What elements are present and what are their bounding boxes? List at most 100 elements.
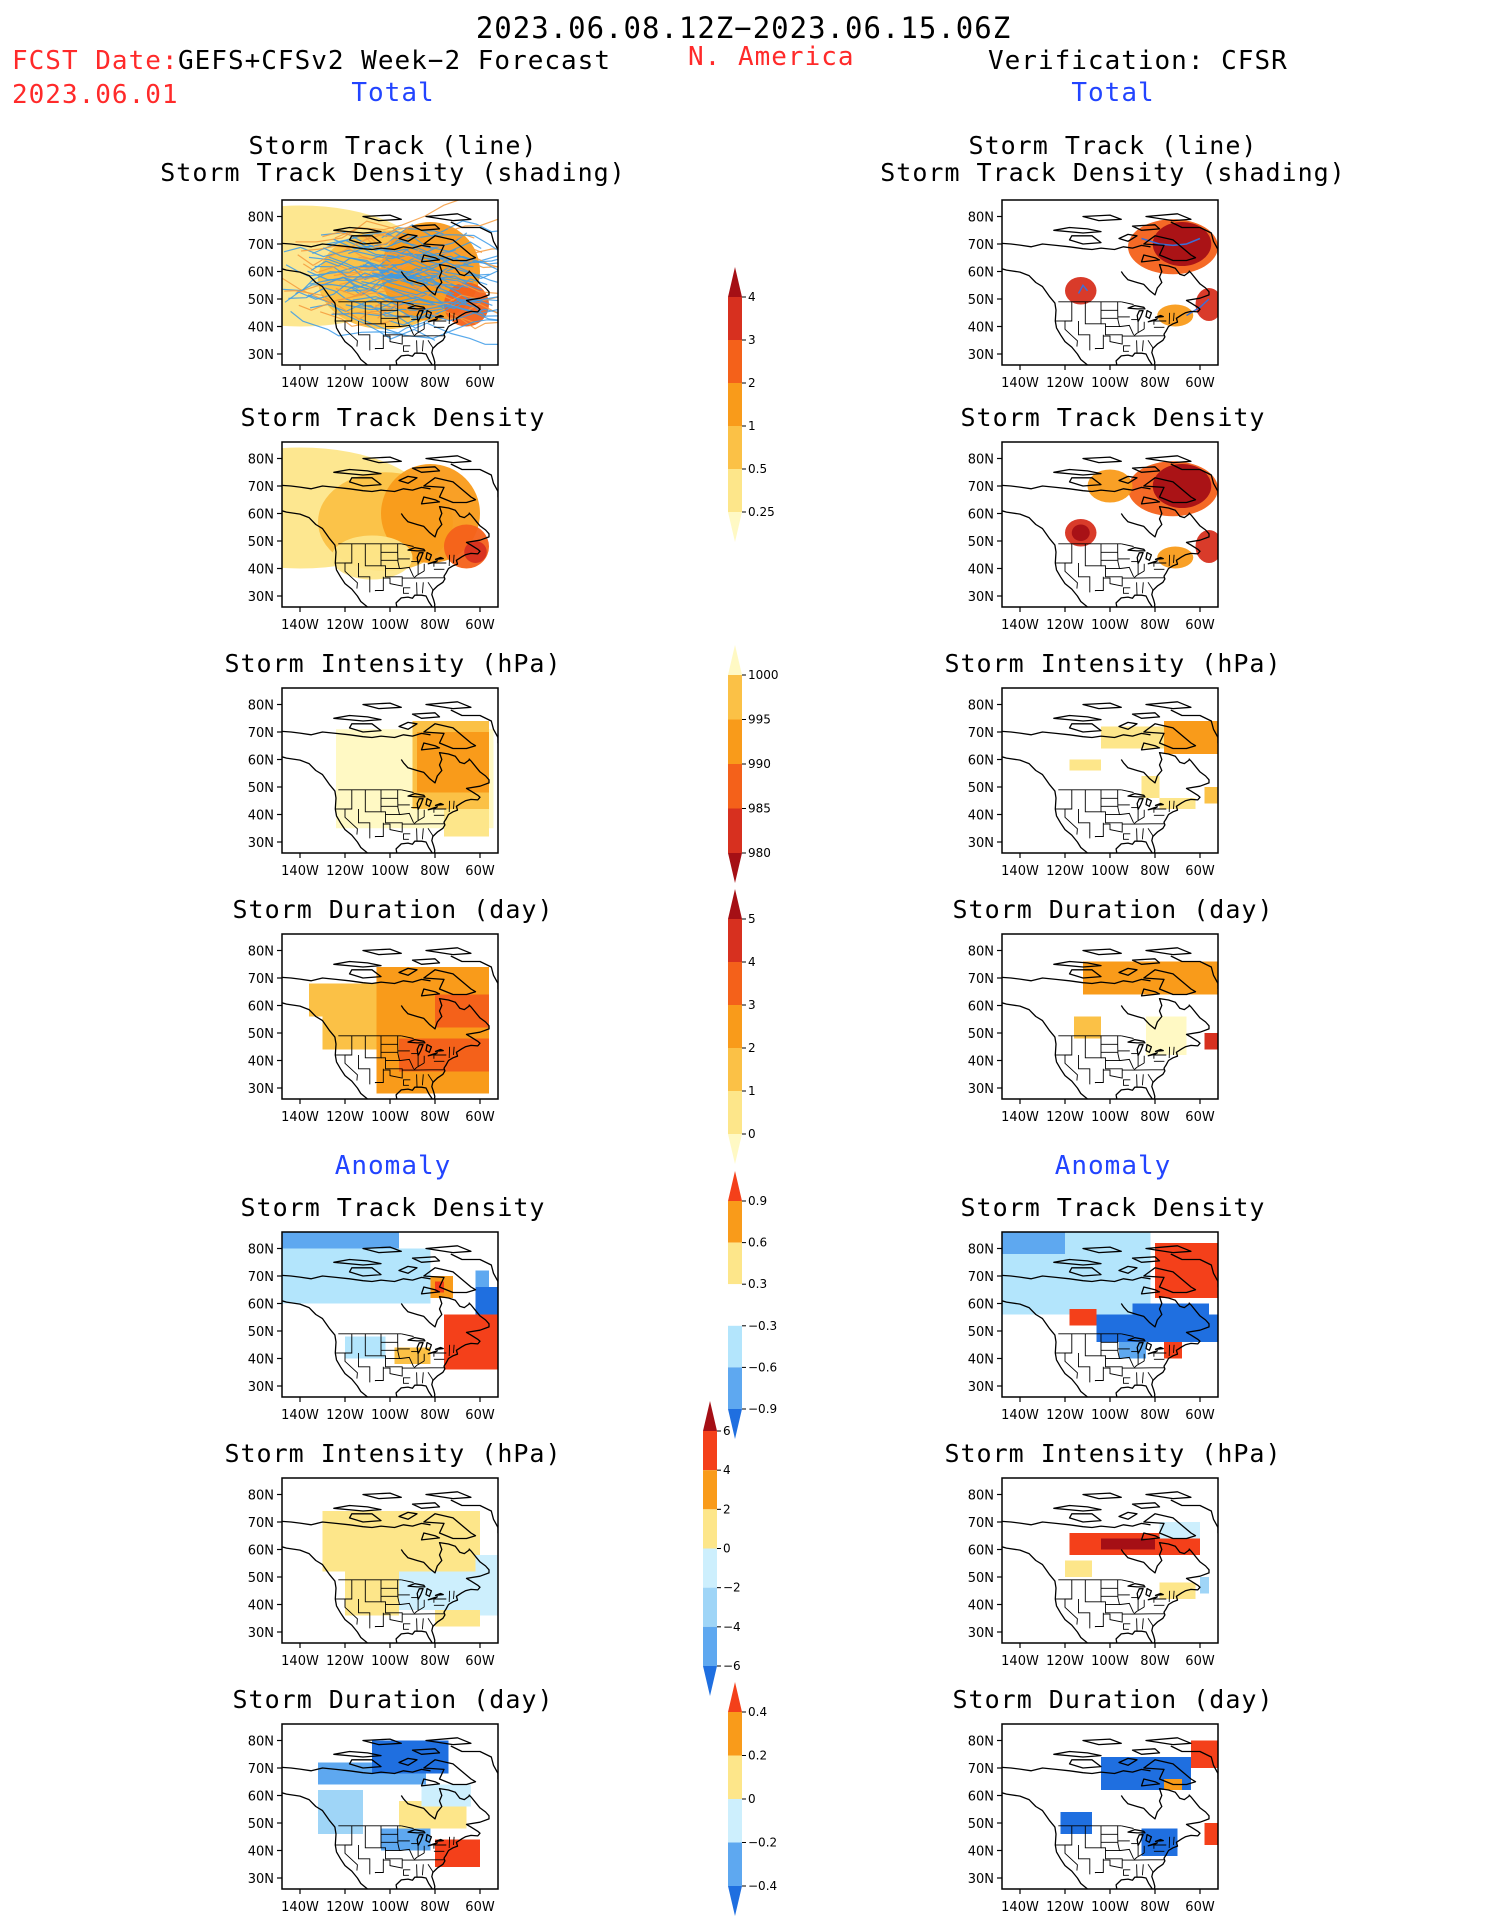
- state-border: [358, 1353, 371, 1383]
- colorbar-segment: [728, 1048, 742, 1091]
- state-border: [401, 301, 414, 305]
- coastline: [1140, 988, 1161, 997]
- colorbar-label: 6: [723, 1424, 731, 1438]
- state-border: [1153, 1844, 1167, 1849]
- coastline: [398, 967, 418, 976]
- lat-tick-label: 60N: [968, 754, 994, 769]
- coastline: [1053, 960, 1102, 968]
- state-border: [1123, 1623, 1131, 1630]
- colorbar-label: 2: [748, 376, 756, 390]
- coastline: [1082, 702, 1122, 710]
- coastline: [425, 551, 433, 561]
- coastline: [1053, 468, 1102, 476]
- coastline: [1068, 477, 1102, 487]
- fcst-date-label: FCST Date:: [12, 46, 179, 76]
- state-border: [427, 1074, 434, 1083]
- state-border: [413, 1062, 425, 1071]
- state-border: [374, 1612, 384, 1628]
- lon-tick-label: 80W: [1140, 376, 1170, 391]
- coastline: [423, 1513, 477, 1540]
- state-border: [1147, 1372, 1154, 1381]
- state-border: [1094, 1858, 1104, 1874]
- coastline: [362, 214, 402, 222]
- coastline: [450, 955, 498, 991]
- lon-tick-label: 80W: [420, 618, 450, 633]
- lon-tick-label: 60W: [1185, 1408, 1215, 1423]
- state-border: [1121, 1825, 1134, 1829]
- coastline: [434, 556, 444, 561]
- colorbar-label: 0.5: [748, 462, 767, 476]
- state-border: [1121, 301, 1134, 305]
- coastline: [1115, 1086, 1153, 1099]
- lon-tick-label: 140W: [1001, 376, 1039, 391]
- state-border: [401, 1825, 414, 1829]
- state-border: [1078, 809, 1091, 839]
- shading-blob: [1195, 288, 1218, 321]
- coastline: [407, 792, 426, 798]
- state-border: [1101, 1355, 1123, 1377]
- coastline: [1154, 1592, 1164, 1597]
- lat-tick-label: 70N: [968, 1516, 994, 1531]
- lon-tick-label: 80W: [1140, 1654, 1170, 1669]
- shading-cell: [318, 1790, 363, 1834]
- coastline: [398, 1265, 418, 1274]
- coastline: [1147, 560, 1158, 565]
- state-border: [344, 1825, 358, 1871]
- lat-tick-label: 40N: [248, 1599, 274, 1614]
- state-border: [1101, 811, 1123, 833]
- coastline: [425, 1833, 433, 1843]
- state-border: [1147, 582, 1154, 591]
- map-density-left: 80N 70N 60N 50N 40N 30N 140W 120W 100W 80W 60W: [248, 441, 499, 633]
- coastline: [1002, 1274, 1151, 1283]
- colorbar-label: 0: [723, 1542, 731, 1556]
- state-border: [1094, 576, 1104, 592]
- coastline: [400, 1295, 471, 1328]
- coastline: [1115, 1384, 1153, 1397]
- colorbar-arrow-top: [703, 1401, 717, 1431]
- colorbar-label: 0.3: [748, 1277, 767, 1291]
- state-border: [1121, 789, 1134, 793]
- state-border: [1123, 1377, 1131, 1384]
- shading-cell: [444, 1347, 498, 1370]
- coastline: [1002, 1520, 1151, 1529]
- lon-tick-label: 140W: [1001, 864, 1039, 879]
- lat-tick-label: 30N: [248, 590, 274, 605]
- state-border: [433, 562, 447, 567]
- coastline: [423, 477, 477, 504]
- lon-tick-label: 120W: [1046, 864, 1084, 879]
- lon-tick-label: 100W: [371, 1408, 409, 1423]
- storm-track-line: [1141, 237, 1201, 247]
- coastline: [1118, 1757, 1138, 1766]
- title-anom-density-left: Storm Track Density: [240, 1193, 546, 1222]
- coastline: [1147, 1052, 1158, 1057]
- coastline: [1131, 224, 1161, 231]
- coastline: [348, 969, 382, 979]
- colorbar-segment: [728, 1842, 742, 1886]
- lon-tick-label: 120W: [326, 618, 364, 633]
- state-border: [381, 1601, 403, 1623]
- coastline: [1154, 1346, 1164, 1351]
- state-border: [403, 1377, 411, 1384]
- state-border: [1133, 816, 1145, 825]
- coastline: [411, 1502, 441, 1509]
- coastline: [1154, 1838, 1164, 1843]
- state-border: [1123, 1869, 1131, 1876]
- lat-tick-label: 50N: [248, 1817, 274, 1832]
- title-anom-duration-left: Storm Duration (day): [232, 1685, 554, 1714]
- lon-tick-label: 60W: [1185, 1110, 1215, 1125]
- colorbar-label: 980: [748, 846, 771, 860]
- coastline: [282, 1002, 368, 1099]
- coastline: [1082, 1738, 1122, 1746]
- coastline: [427, 1052, 438, 1057]
- shading-cell: [376, 967, 489, 1094]
- colorbar-segment: [728, 340, 742, 383]
- coastline: [282, 268, 368, 365]
- coastline: [1068, 235, 1102, 245]
- coastline: [1140, 1286, 1161, 1295]
- coastline: [420, 742, 441, 751]
- coastline: [348, 235, 382, 245]
- lat-tick-label: 50N: [968, 781, 994, 796]
- coastline: [395, 594, 433, 607]
- coastline: [427, 560, 438, 565]
- coastline: [282, 1546, 368, 1643]
